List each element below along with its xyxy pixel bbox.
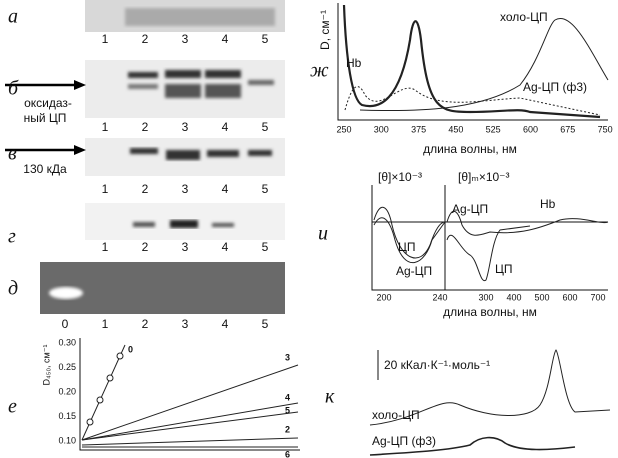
panel-label: е	[8, 396, 17, 418]
lane-number: 1	[102, 182, 109, 196]
panel-label: г	[8, 226, 16, 248]
curve-label: Ag-ЦП (ф3)	[372, 434, 436, 448]
curve-label: ЦП	[398, 240, 416, 254]
lane-number: 1	[102, 317, 109, 331]
axis-label: длина волны, нм	[423, 142, 517, 156]
x-tick-label: 750	[598, 124, 613, 134]
lane-number: 2	[142, 317, 149, 331]
marker-label: 130 кДа	[23, 162, 67, 176]
curve-label: холо-ЦП	[500, 10, 548, 24]
lane-number: 3	[182, 32, 189, 46]
x-tick-label: 240	[432, 292, 447, 302]
panel-label: а	[8, 6, 18, 28]
lane-number: 3	[182, 120, 189, 134]
labels: а б оксидаз- ный ЦП в 130 кДа г д е D₄₅₀…	[8, 6, 587, 449]
panel-label: б	[8, 78, 19, 100]
lane-number: 5	[262, 240, 269, 254]
y-tick-label: 0.20	[58, 386, 76, 396]
lane-number: 2	[142, 240, 149, 254]
curve-label: 6	[285, 449, 290, 458]
curve-label: Hb	[346, 56, 362, 70]
lane-number: 3	[182, 240, 189, 254]
axis-label: [θ]×10⁻³	[378, 170, 422, 184]
curve-label: 5	[285, 405, 290, 415]
x-tick-label: 700	[590, 292, 605, 302]
x-tick-label: 400	[506, 292, 521, 302]
curve-label: 0	[128, 344, 133, 354]
x-tick-label: 250	[336, 124, 351, 134]
panel-label: и	[318, 223, 328, 245]
lane-number: 5	[262, 32, 269, 46]
x-tick-label: 300	[374, 124, 389, 134]
x-tick-label: 675	[560, 124, 575, 134]
axis-label: [θ]ₘ×10⁻³	[458, 170, 510, 184]
y-tick-label: 0.10	[58, 435, 76, 445]
lane-number: 1	[102, 240, 109, 254]
panel-label: к	[325, 386, 335, 408]
x-tick-label: 375	[411, 124, 426, 134]
curve-label: холо-ЦП	[372, 408, 420, 422]
y-tick-label: 0.30	[58, 337, 76, 347]
y-tick-label: 0.15	[58, 411, 76, 421]
x-tick-label: 600	[562, 292, 577, 302]
calorimetry-plot	[369, 349, 611, 456]
lane-number: 2	[142, 32, 149, 46]
arrows	[5, 80, 86, 155]
curve-label: Ag-ЦП	[396, 264, 432, 278]
curve-label: 2	[285, 424, 290, 434]
axis-label: длина волны, нм	[443, 305, 537, 319]
curve-label: Ag-ЦП	[452, 202, 488, 216]
x-tick-label: 450	[448, 124, 463, 134]
x-tick-label: 300	[478, 292, 493, 302]
lane-number: 2	[142, 182, 149, 196]
scale-label: 20 кКал·К⁻¹·моль⁻¹	[384, 358, 490, 372]
x-tick-label: 500	[534, 292, 549, 302]
lane-number: 4	[222, 32, 229, 46]
lane-number: 5	[262, 317, 269, 331]
axis-label: D₄₅₀, см⁻¹	[41, 345, 51, 386]
kinetics-plot	[79, 338, 300, 451]
lane-number: 4	[222, 240, 229, 254]
curve-label: 3	[285, 352, 290, 362]
lane-number: 2	[142, 120, 149, 134]
lane-number: 5	[262, 182, 269, 196]
lane-number: 3	[182, 182, 189, 196]
absorption-plot	[337, 3, 609, 121]
lane-number: 5	[262, 120, 269, 134]
gel-images	[40, 0, 285, 314]
lane-number: 0	[62, 317, 69, 331]
lane-number: 4	[222, 120, 229, 134]
curve-label: 4	[285, 392, 290, 402]
lane-number: 4	[222, 317, 229, 331]
panel-label: ж	[310, 60, 329, 82]
x-tick-label: 600	[523, 124, 538, 134]
curve-label: Hb	[540, 197, 556, 211]
x-tick-label: 525	[486, 124, 501, 134]
marker-label: ный ЦП	[24, 111, 67, 125]
lane-number: 1	[102, 120, 109, 134]
curve-label: Ag-ЦП (ф3)	[523, 80, 587, 94]
marker-label: оксидаз-	[24, 96, 72, 110]
lane-number: 1	[102, 32, 109, 46]
panel-label: в	[8, 143, 17, 165]
x-tick-label: 200	[376, 292, 391, 302]
axis-label: D, см⁻¹	[318, 10, 332, 50]
lane-number: 4	[222, 182, 229, 196]
lane-number: 3	[182, 317, 189, 331]
curve-label: ЦП	[495, 262, 513, 276]
cd-plot	[371, 185, 609, 291]
y-tick-label: 0.25	[58, 362, 76, 372]
panel-label: д	[8, 278, 18, 300]
